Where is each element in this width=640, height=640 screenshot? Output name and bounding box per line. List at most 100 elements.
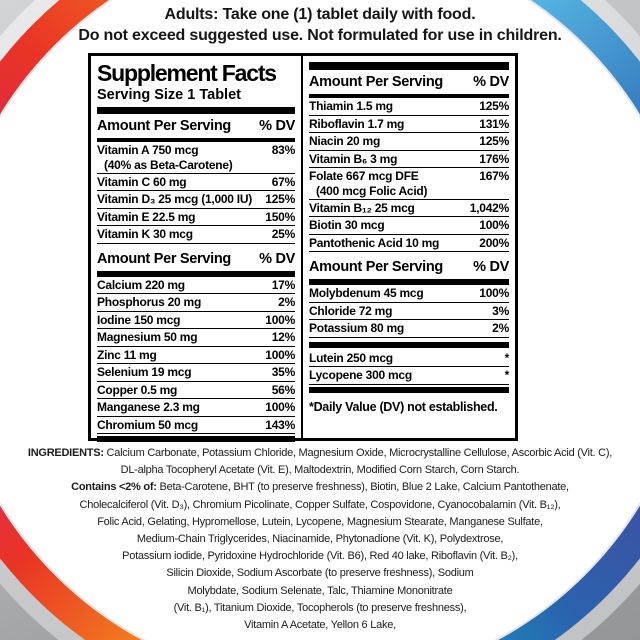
carotenoids-list: Lutein 250 mcg * Lycopene 300 mcg * [309, 350, 509, 385]
nutrient-name: Copper 0.5 mg [97, 382, 178, 397]
nutrient-dv: 176% [479, 151, 509, 166]
ingredients-line: DL-alpha Tocopheryl Acetate (Vit. E), Ma… [120, 464, 520, 477]
nutrient-row: Phosphorus 20 mg 2% [97, 294, 295, 312]
divider-bar [97, 138, 295, 142]
nutrient-name: Molybdenum 45 mcg [309, 286, 424, 300]
column-header: Amount Per Serving % DV [97, 114, 295, 138]
nutrient-name: Potassium 80 mg [309, 321, 404, 335]
nutrient-name: Phosphorus 20 mg [97, 295, 202, 309]
nutrient-row: Folate 667 mcg DFE 167% (400 mcg Folic A… [309, 168, 509, 200]
nutrient-row: Vitamin B₁₂ 25 mcg 1,042% [309, 200, 509, 217]
nutrient-name: Vitamin B₆ 3 mg [309, 151, 398, 166]
ingredients-line: Folic Acid, Gelating, Hypromellose, Lute… [97, 515, 543, 528]
nutrient-dv: 150% [265, 209, 295, 224]
divider-bar [309, 94, 509, 98]
amount-header: Amount Per Serving [97, 118, 231, 134]
nutrient-row: Riboflavin 1.7 mg 131% [309, 116, 509, 133]
nutrient-name: Chloride 72 mg [309, 303, 393, 318]
divider-bar [97, 436, 295, 442]
divider-bar [97, 270, 295, 277]
nutrient-row: Vitamin C 60 mg 67% [97, 174, 296, 191]
nutrient-dv: 3% [492, 303, 509, 318]
nutrient-subnote: (400 mcg Folic Acid) [316, 184, 428, 198]
divider-bar [97, 107, 295, 114]
trace-minerals-list: Molybdenum 45 mcg 100% Chloride 72 mg 3% [309, 285, 509, 338]
nutrient-row: Copper 0.5 mg 56% [97, 382, 295, 399]
nutrient-name: Iodine 150 mcg [97, 312, 181, 327]
nutrient-row: Thiamin 1.5 mg 125% [309, 98, 509, 116]
divider-bar [309, 386, 509, 393]
nutrient-row: Iodine 150 mcg 100% [97, 312, 295, 329]
nutrient-row: Magnesium 50 mg 12% [97, 329, 295, 347]
ingredients-line: Vitamin A Acetate, Yellon 6 Lake, [244, 619, 396, 632]
nutrient-name: Lycopene 300 mcg [309, 368, 412, 382]
divider-bar [309, 279, 509, 285]
directions-line-2: Do not exceed suggested use. Not formula… [78, 27, 562, 44]
nutrient-dv: 100% [265, 400, 295, 414]
ingredients-line: Medium-Chain Triglycerides, Niacinamide,… [136, 533, 504, 546]
nutrient-dv: 12% [271, 330, 296, 344]
nutrient-name: Riboflavin 1.7 mg [309, 116, 405, 131]
dv-header: % DV [259, 250, 295, 267]
nutrient-dv: 35% [271, 365, 296, 379]
nutrient-dv: 167% [479, 169, 509, 183]
nutrient-name: Lutein 250 mcg [309, 350, 393, 365]
nutrient-dv: 67% [271, 174, 296, 189]
ingredients-line: (Vit. B₁), Titanium Dioxide, Tocopherols… [173, 601, 467, 614]
dv-header: % DV [473, 259, 509, 275]
nutrient-row: Vitamin E 22.5 mg 150% [97, 209, 295, 226]
amount-header: Amount Per Serving [309, 259, 443, 275]
nutrient-name: Niacin 20 mg [309, 134, 381, 148]
nutrient-dv: 2% [492, 321, 509, 335]
dv-header: % DV [259, 118, 295, 134]
nutrient-row: Molybdenum 45 mcg 100% [309, 285, 509, 303]
ingredients-line: Potassium iodide, Pyridoxine Hydrochlori… [122, 550, 518, 563]
nutrient-subnote: (40% as Beta-Carotene) [104, 158, 233, 172]
amount-header: Amount Per Serving [309, 74, 443, 90]
b-vitamins-list: Thiamin 1.5 mg 125% Riboflavin 1.7 mg 13… [309, 98, 509, 252]
ingredients-section: INGREDIENTS: Calcium Carbonate, Potassiu… [0, 445, 640, 634]
nutrient-dv: 83% [271, 143, 296, 157]
nutrient-name: Chromium 50 mcg [97, 417, 198, 432]
nutrient-row: Vitamin D₃ 25 mcg (1,000 IU) 125% [97, 191, 295, 209]
column-header: Amount Per Serving % DV [309, 255, 509, 279]
nutrient-name: Magnesium 50 mg [97, 330, 198, 344]
nutrient-dv: 125% [479, 134, 509, 148]
nutrient-row: Manganese 2.3 mg 100% [97, 399, 295, 417]
column-header: Amount Per Serving % DV [97, 247, 295, 271]
nutrient-dv: 200% [479, 235, 509, 250]
nutrient-row: Niacin 20 mg 125% [309, 133, 509, 151]
supplement-facts-panel: Supplement Facts Serving Size 1 Tablet A… [88, 53, 518, 442]
nutrient-dv: 17% [271, 277, 296, 292]
ingredients-line: Molybdate, Sodium Selenate, Talc, Thiami… [187, 584, 453, 597]
directions-line-1: Adults: Take one (1) tablet daily with f… [164, 6, 476, 23]
nutrient-name: Vitamin K 30 mcg [97, 227, 193, 241]
nutrient-dv: 2% [278, 295, 295, 309]
nutrient-dv: 125% [265, 192, 295, 206]
nutrient-name: Vitamin A 750 mcg [97, 143, 199, 157]
nutrient-dv: * [504, 350, 510, 365]
ingredients-line: Cholecalciferol (Vit. D₃), Chromium Pico… [79, 498, 561, 511]
dv-header: % DV [473, 74, 509, 90]
dv-footnote: *Daily Value (DV) not established. [309, 399, 498, 414]
nutrient-name: Calcium 220 mg [97, 277, 185, 292]
nutrient-row: Chloride 72 mg 3% [309, 303, 509, 320]
nutrient-dv: * [504, 368, 510, 382]
vitamins-list: Vitamin A 750 mcg 83% (40% as Beta-Carot… [97, 142, 295, 244]
nutrient-dv: 100% [265, 347, 295, 362]
nutrient-name: Thiamin 1.5 mg [309, 99, 393, 113]
nutrient-dv: 100% [265, 312, 295, 327]
nutrient-row: Vitamin K 30 mcg 25% [97, 226, 295, 244]
nutrient-name: Folate 667 mcg DFE [309, 169, 419, 183]
nutrient-row: Biotin 30 mcg 100% [309, 217, 509, 235]
nutrient-dv: 100% [479, 218, 509, 232]
ingredients-line: Contains <2% of: Beta-Carotene, BHT (to … [71, 481, 569, 494]
usage-directions: Adults: Take one (1) tablet daily with f… [0, 4, 640, 46]
nutrient-row: Potassium 80 mg 2% [309, 320, 509, 338]
nutrient-name: Manganese 2.3 mg [97, 400, 200, 414]
amount-header: Amount Per Serving [97, 250, 231, 267]
nutrient-dv: 25% [271, 227, 296, 241]
nutrient-row: Vitamin B₆ 3 mg 176% [309, 151, 509, 168]
nutrient-row: Selenium 19 mcg 35% [97, 364, 295, 382]
